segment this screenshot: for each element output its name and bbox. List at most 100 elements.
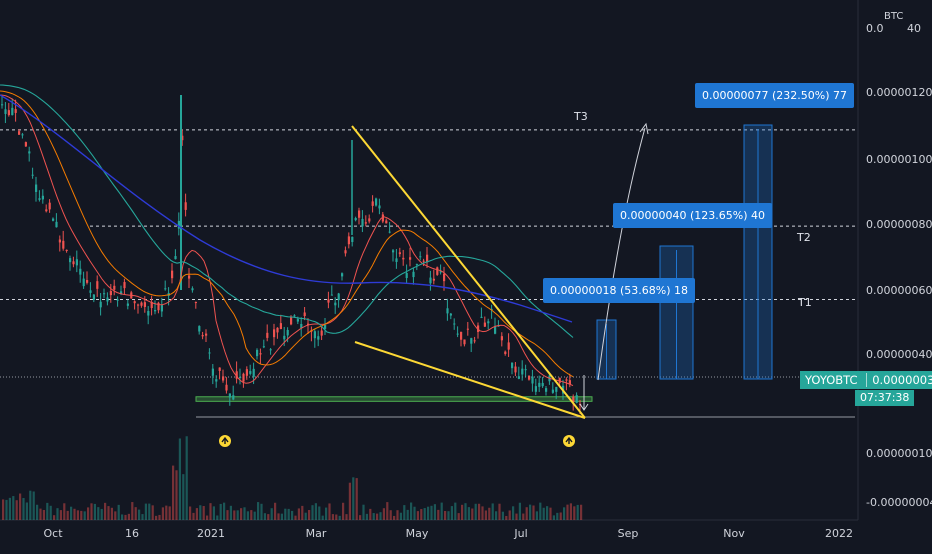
candle-body[interactable] bbox=[283, 335, 286, 340]
candle-body[interactable] bbox=[157, 302, 160, 311]
support-zone[interactable] bbox=[195, 396, 593, 402]
candle-body[interactable] bbox=[154, 310, 157, 312]
candle-body[interactable] bbox=[307, 323, 310, 326]
candle-body[interactable] bbox=[4, 109, 7, 114]
candle-body[interactable] bbox=[347, 236, 350, 245]
candle-body[interactable] bbox=[276, 327, 279, 333]
candle-body[interactable] bbox=[341, 273, 344, 277]
candle-body[interactable] bbox=[402, 257, 405, 260]
measure-box-t2[interactable]: 0.00000040 (123.65%) 40 bbox=[613, 203, 772, 228]
candle-body[interactable] bbox=[436, 267, 439, 275]
candle-body[interactable] bbox=[171, 270, 174, 279]
candle-body[interactable] bbox=[443, 273, 446, 282]
candle-body[interactable] bbox=[378, 205, 381, 209]
candle-body[interactable] bbox=[558, 377, 561, 383]
candle-body[interactable] bbox=[483, 322, 486, 327]
candle-body[interactable] bbox=[239, 376, 242, 378]
candle-body[interactable] bbox=[232, 395, 235, 400]
candle-body[interactable] bbox=[432, 278, 435, 281]
candle-body[interactable] bbox=[24, 142, 27, 147]
candle-body[interactable] bbox=[439, 271, 442, 273]
candle-body[interactable] bbox=[524, 369, 527, 371]
candle-body[interactable] bbox=[92, 294, 95, 300]
candle-body[interactable] bbox=[473, 340, 476, 342]
candle-body[interactable] bbox=[538, 382, 541, 387]
candle-body[interactable] bbox=[504, 351, 507, 354]
candle-body[interactable] bbox=[252, 368, 255, 377]
candle-body[interactable] bbox=[235, 371, 238, 379]
candle-body[interactable] bbox=[140, 302, 143, 306]
candle-body[interactable] bbox=[174, 256, 177, 260]
candle-body[interactable] bbox=[137, 304, 140, 306]
candle-body[interactable] bbox=[460, 331, 463, 340]
candle-body[interactable] bbox=[351, 236, 354, 243]
candle-body[interactable] bbox=[269, 349, 272, 351]
candle-body[interactable] bbox=[480, 316, 483, 318]
candle-body[interactable] bbox=[429, 277, 432, 284]
candle-body[interactable] bbox=[497, 325, 500, 327]
projection-arrow[interactable] bbox=[597, 127, 646, 381]
candle-body[interactable] bbox=[324, 324, 327, 329]
candle-body[interactable] bbox=[354, 218, 357, 221]
candle-body[interactable] bbox=[245, 369, 248, 376]
candle-body[interactable] bbox=[52, 218, 55, 221]
candle-body[interactable] bbox=[409, 257, 412, 260]
candle-body[interactable] bbox=[368, 218, 371, 222]
candle-body[interactable] bbox=[330, 294, 333, 296]
candle-body[interactable] bbox=[500, 336, 503, 341]
candle-body[interactable] bbox=[320, 330, 323, 336]
candle-body[interactable] bbox=[534, 386, 537, 392]
candle-body[interactable] bbox=[143, 302, 146, 307]
candle-body[interactable] bbox=[381, 214, 384, 222]
candle-body[interactable] bbox=[490, 308, 493, 310]
candle-body[interactable] bbox=[198, 326, 201, 332]
candle-body[interactable] bbox=[69, 258, 72, 263]
candle-body[interactable] bbox=[426, 254, 429, 263]
candle-body[interactable] bbox=[38, 198, 41, 200]
candle-body[interactable] bbox=[419, 256, 422, 258]
candle-body[interactable] bbox=[317, 336, 320, 340]
candle-body[interactable] bbox=[215, 379, 218, 382]
candle-body[interactable] bbox=[164, 288, 167, 290]
candle-body[interactable] bbox=[116, 299, 119, 301]
candle-body[interactable] bbox=[228, 393, 231, 398]
candle-body[interactable] bbox=[568, 380, 571, 385]
candle-body[interactable] bbox=[109, 291, 112, 296]
candle-body[interactable] bbox=[103, 293, 106, 295]
candle-body[interactable] bbox=[507, 342, 510, 350]
candle-body[interactable] bbox=[184, 202, 187, 210]
candle-body[interactable] bbox=[256, 349, 259, 357]
candle-body[interactable] bbox=[96, 281, 99, 289]
candle-body[interactable] bbox=[494, 326, 497, 334]
candle-body[interactable] bbox=[123, 282, 126, 289]
candle-body[interactable] bbox=[412, 271, 415, 278]
candle-body[interactable] bbox=[28, 151, 31, 154]
candle-body[interactable] bbox=[35, 184, 38, 192]
candle-body[interactable] bbox=[371, 201, 374, 206]
candle-body[interactable] bbox=[453, 323, 456, 325]
candle-body[interactable] bbox=[521, 368, 524, 375]
candle-body[interactable] bbox=[86, 280, 89, 283]
candle-body[interactable] bbox=[58, 239, 61, 243]
candle-body[interactable] bbox=[48, 202, 51, 210]
candle-body[interactable] bbox=[334, 302, 337, 306]
candle-body[interactable] bbox=[565, 379, 568, 381]
candle-body[interactable] bbox=[463, 339, 466, 345]
candle-body[interactable] bbox=[290, 316, 293, 325]
candle-body[interactable] bbox=[211, 368, 214, 376]
candle-body[interactable] bbox=[18, 131, 21, 135]
candle-body[interactable] bbox=[487, 321, 490, 324]
candle-body[interactable] bbox=[99, 301, 102, 308]
candle-body[interactable] bbox=[181, 135, 184, 141]
candle-body[interactable] bbox=[388, 231, 391, 233]
candle-body[interactable] bbox=[259, 353, 262, 355]
candle-body[interactable] bbox=[470, 338, 473, 344]
candle-body[interactable] bbox=[188, 275, 191, 279]
candle-body[interactable] bbox=[456, 333, 459, 335]
candle-body[interactable] bbox=[205, 333, 208, 336]
candle-body[interactable] bbox=[293, 315, 296, 317]
candle-body[interactable] bbox=[551, 389, 554, 393]
candle-body[interactable] bbox=[279, 323, 282, 330]
